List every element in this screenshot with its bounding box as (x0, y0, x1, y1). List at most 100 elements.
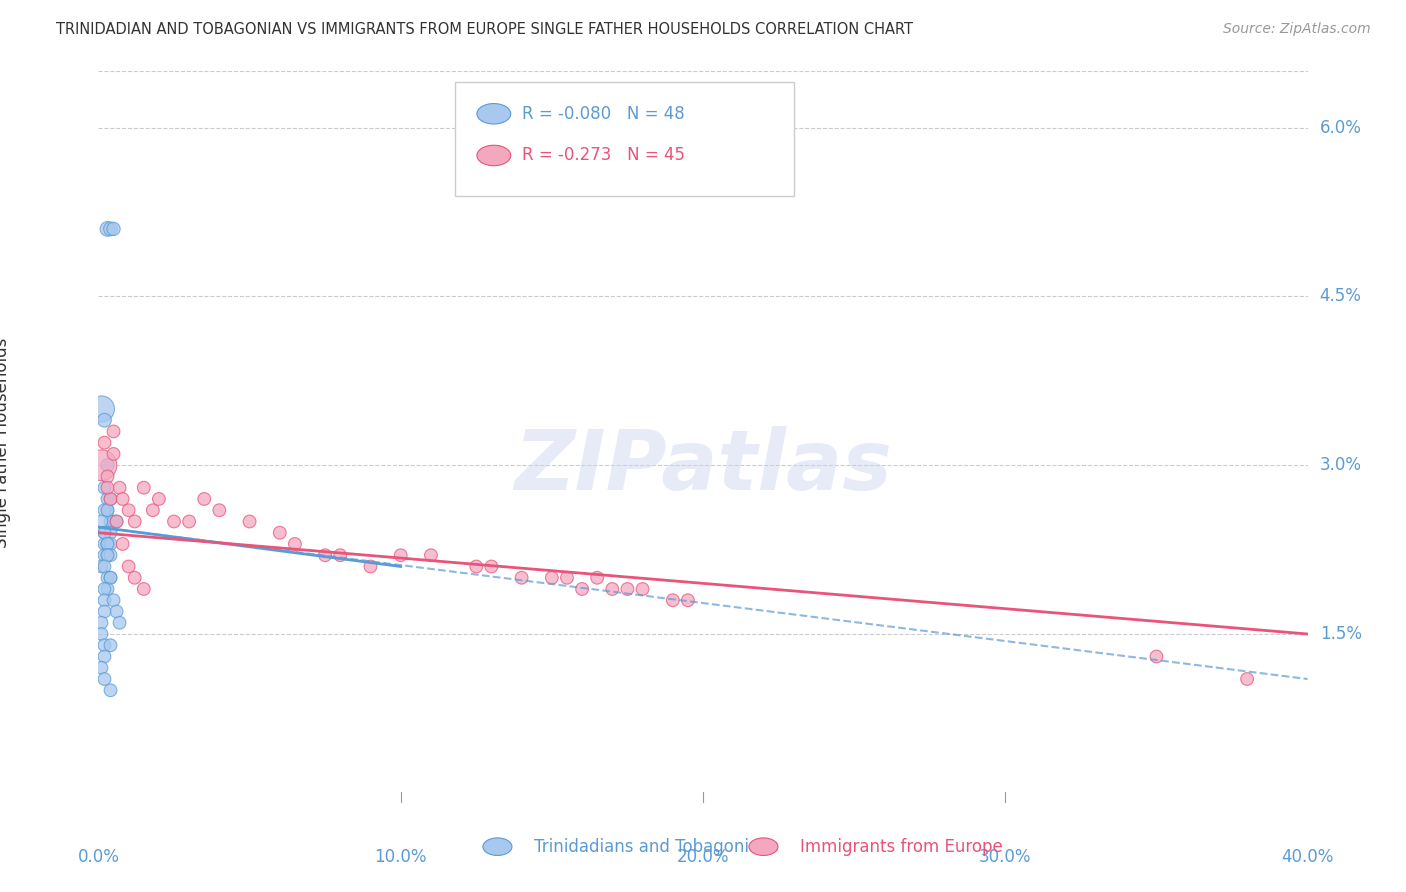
Point (96, 537, 118, 551)
Text: 3.0%: 3.0% (1320, 456, 1361, 475)
Point (100, 683, 122, 698)
Point (100, 571, 122, 585)
Text: R = -0.273   N = 45: R = -0.273 N = 45 (522, 146, 685, 164)
Point (96, 491, 118, 506)
Point (96, 503, 118, 517)
Point (93, 638, 115, 652)
Text: ZIPatlas: ZIPatlas (515, 425, 891, 507)
Point (96, 458, 118, 473)
Point (193, 491, 215, 506)
Point (96, 571, 118, 585)
Point (1236, 672, 1258, 686)
Point (540, 571, 562, 585)
Point (105, 515, 128, 529)
Point (555, 571, 578, 585)
Text: 1.5%: 1.5% (1320, 625, 1361, 643)
Text: 20.0%: 20.0% (676, 847, 730, 866)
Circle shape (482, 838, 512, 855)
Point (118, 503, 141, 517)
Point (96, 548, 118, 562)
Text: Source: ZipAtlas.com: Source: ZipAtlas.com (1223, 22, 1371, 37)
Point (100, 491, 122, 506)
Text: Single Father Households: Single Father Households (0, 337, 11, 548)
Point (124, 571, 146, 585)
Point (465, 559, 488, 574)
Point (90, 661, 112, 675)
Point (510, 571, 533, 585)
Text: 0.0%: 0.0% (77, 847, 120, 866)
Point (93, 649, 115, 664)
Circle shape (749, 838, 778, 855)
Point (103, 593, 125, 607)
Point (239, 515, 262, 529)
Point (389, 548, 412, 562)
Text: 6.0%: 6.0% (1320, 119, 1361, 136)
Point (103, 222, 125, 236)
Point (1144, 649, 1167, 664)
Point (103, 515, 125, 529)
Text: 4.5%: 4.5% (1320, 287, 1361, 305)
Point (90, 559, 112, 574)
Point (103, 425, 125, 439)
Point (100, 571, 122, 585)
Point (284, 537, 307, 551)
Point (93, 435, 115, 450)
Point (571, 582, 593, 596)
Point (90, 515, 112, 529)
Point (481, 559, 503, 574)
Point (93, 672, 115, 686)
Point (90, 627, 112, 641)
Point (93, 503, 115, 517)
Point (602, 582, 624, 596)
Point (142, 503, 165, 517)
Point (93, 559, 115, 574)
Point (96, 481, 118, 495)
Text: Trinidadians and Tobagonians: Trinidadians and Tobagonians (534, 838, 778, 855)
Point (124, 515, 146, 529)
Point (105, 605, 128, 619)
Point (111, 491, 134, 506)
Point (96, 222, 118, 236)
Circle shape (477, 103, 510, 124)
Point (132, 481, 155, 495)
Point (93, 593, 115, 607)
Point (105, 515, 128, 529)
Point (118, 559, 141, 574)
Point (100, 537, 122, 551)
Point (108, 481, 131, 495)
Point (100, 491, 122, 506)
Point (93, 525, 115, 540)
Text: 10.0%: 10.0% (374, 847, 427, 866)
Circle shape (477, 145, 510, 166)
Point (631, 582, 654, 596)
Point (90, 401, 112, 416)
Point (100, 222, 122, 236)
Point (661, 593, 683, 607)
Point (93, 582, 115, 596)
Point (148, 491, 170, 506)
Point (93, 481, 115, 495)
Point (208, 503, 231, 517)
Point (177, 515, 201, 529)
Point (93, 413, 115, 427)
Point (586, 571, 609, 585)
Text: R = -0.080   N = 48: R = -0.080 N = 48 (522, 104, 685, 123)
Point (419, 548, 441, 562)
Point (108, 615, 131, 630)
Point (100, 525, 122, 540)
Point (93, 537, 115, 551)
Point (96, 548, 118, 562)
Point (96, 503, 118, 517)
Point (93, 525, 115, 540)
Point (96, 469, 118, 483)
Text: 30.0%: 30.0% (979, 847, 1032, 866)
FancyBboxPatch shape (456, 82, 793, 195)
Point (132, 582, 155, 596)
Point (100, 515, 122, 529)
Point (96, 582, 118, 596)
Point (163, 515, 186, 529)
Point (100, 548, 122, 562)
Point (93, 605, 115, 619)
Point (100, 638, 122, 652)
Text: Immigrants from Europe: Immigrants from Europe (800, 838, 1002, 855)
